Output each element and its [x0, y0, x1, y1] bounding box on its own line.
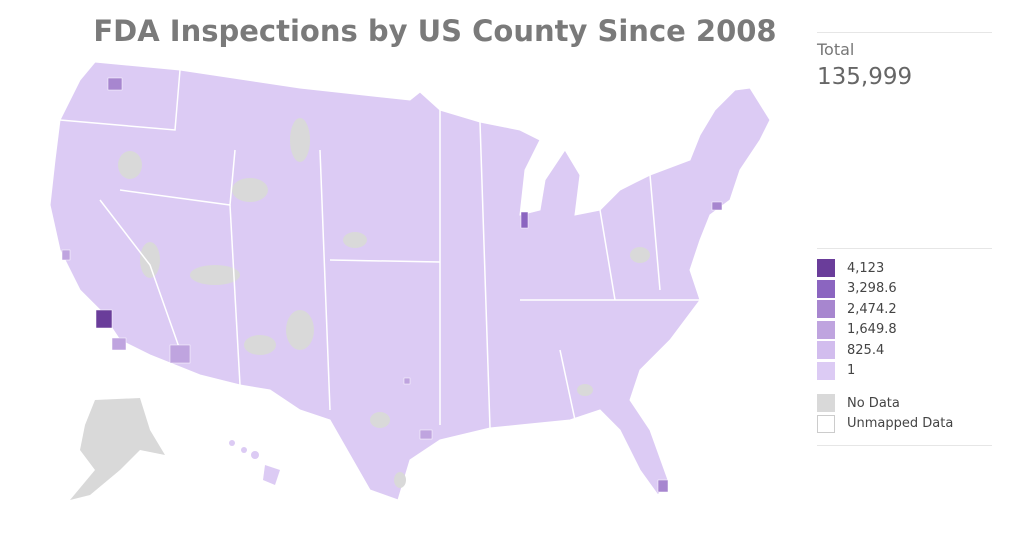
- map: [49, 61, 771, 501]
- legend-swatch: [817, 279, 835, 298]
- divider: [817, 445, 992, 446]
- legend-swatch: [817, 361, 835, 380]
- legend-label: 4,123: [847, 260, 885, 276]
- legend-item: No Data: [817, 393, 953, 414]
- legend-swatch: [817, 300, 835, 319]
- legend-gap: [817, 381, 953, 393]
- hawaii: [229, 440, 280, 485]
- legend-swatch: [817, 394, 835, 413]
- high-count-counties: [61, 77, 723, 493]
- legend-label: 3,298.6: [847, 281, 897, 297]
- legend-item: 3,298.6: [817, 279, 953, 300]
- legend-swatch: [817, 414, 835, 433]
- legend-label: No Data: [847, 395, 900, 411]
- legend-item: 2,474.2: [817, 299, 953, 320]
- legend-item: 1: [817, 361, 953, 382]
- legend-label: 1,649.8: [847, 322, 897, 338]
- legend-item: 4,123: [817, 258, 953, 279]
- legend-label: 2,474.2: [847, 301, 897, 317]
- legend-item: 1,649.8: [817, 320, 953, 341]
- no-data-areas: [118, 118, 650, 488]
- divider: [817, 248, 992, 249]
- legend-swatch: [817, 320, 835, 339]
- alaska: [70, 398, 165, 500]
- legend-label: 1: [847, 363, 856, 379]
- legend-swatch: [817, 259, 835, 278]
- legend-label: Unmapped Data: [847, 416, 954, 432]
- total-label: Total: [817, 40, 855, 59]
- title: FDA Inspections by US County Since 2008: [93, 14, 777, 48]
- legend-item: 825.4: [817, 340, 953, 361]
- legend-label: 825.4: [847, 342, 885, 358]
- divider: [817, 32, 992, 33]
- state-borders: [59, 69, 700, 429]
- total-value: 135,999: [817, 64, 913, 90]
- legend-swatch: [817, 341, 835, 360]
- legend-item: Unmapped Data: [817, 414, 953, 435]
- legend: 4,123 3,298.6 2,474.2 1,649.8 825.4 1 No Data U…: [817, 258, 953, 434]
- contiguous-us: [49, 61, 771, 501]
